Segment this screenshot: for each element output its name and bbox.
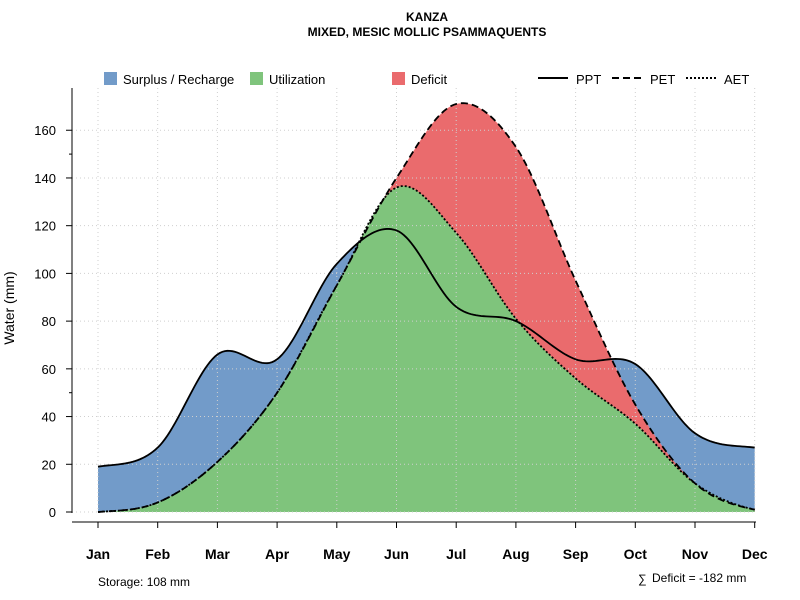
legend-label: Deficit — [411, 72, 448, 87]
grid — [72, 88, 756, 513]
x-tick-label: May — [323, 546, 350, 562]
y-tick-label: 160 — [34, 123, 56, 138]
x-tick-label: Jul — [446, 546, 466, 562]
x-tick-label: Jan — [86, 546, 110, 562]
y-tick-label: 20 — [42, 457, 56, 472]
y-tick-label: 140 — [34, 171, 56, 186]
y-tick-label: 100 — [34, 266, 56, 281]
x-tick-label: Mar — [205, 546, 230, 562]
sum-symbol: ∑ — [638, 572, 647, 586]
x-tick-label: Apr — [265, 546, 290, 562]
y-tick-label: 120 — [34, 219, 56, 234]
line-pet — [97, 102, 755, 513]
chart-title: KANZA — [406, 10, 448, 24]
legend-label: PET — [650, 72, 675, 87]
x-tick-label: Sep — [563, 546, 589, 562]
x-tick-label: Feb — [145, 546, 170, 562]
line-ppt — [97, 228, 755, 468]
y-axis-label: Water (mm) — [1, 271, 17, 344]
axes: 0 20 40 60 80 100 120 140 160 Jan Feb Mar Apr May Jun J… — [34, 88, 768, 562]
legend-swatch — [392, 72, 405, 85]
x-tick-label: Oct — [624, 546, 648, 562]
x-tick-label: Jun — [384, 546, 409, 562]
y-tick-label: 40 — [42, 410, 56, 425]
x-tick-label: Dec — [742, 546, 768, 562]
area-utilization — [98, 186, 755, 513]
storage-note: Storage: 108 mm — [98, 575, 190, 589]
line-aet — [97, 185, 755, 513]
deficit-note: Deficit = -182 mm — [652, 571, 746, 585]
legend: Surplus / Recharge Utilization Deficit PPT P… — [104, 72, 749, 87]
legend-swatch — [104, 72, 117, 85]
legend-label: Utilization — [269, 72, 325, 87]
y-tick-label: 0 — [49, 505, 56, 520]
y-tick-label: 60 — [42, 362, 56, 377]
legend-label: Surplus / Recharge — [123, 72, 234, 87]
x-tick-label: Nov — [682, 546, 709, 562]
x-tick-label: Aug — [502, 546, 529, 562]
y-tick-label: 80 — [42, 314, 56, 329]
legend-label: PPT — [576, 72, 601, 87]
plot-area — [72, 88, 756, 513]
legend-label: AET — [724, 72, 749, 87]
chart-subtitle: MIXED, MESIC MOLLIC PSAMMAQUENTS — [308, 25, 547, 39]
legend-swatch — [250, 72, 263, 85]
